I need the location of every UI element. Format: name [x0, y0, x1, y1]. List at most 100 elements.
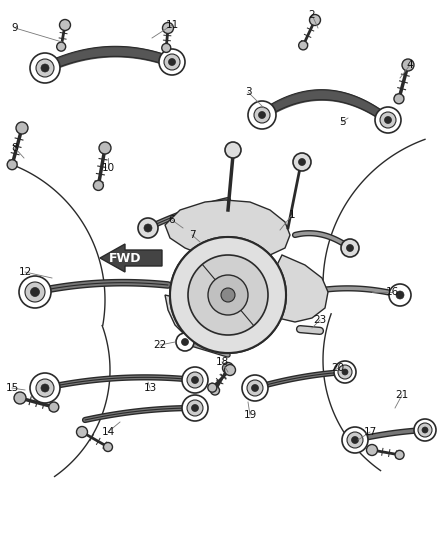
Circle shape	[389, 284, 411, 306]
Text: 9: 9	[12, 23, 18, 33]
Circle shape	[352, 437, 358, 443]
Text: 10: 10	[102, 163, 115, 173]
Circle shape	[30, 373, 60, 403]
Circle shape	[188, 255, 268, 335]
Text: 4: 4	[407, 60, 413, 70]
Circle shape	[170, 237, 286, 353]
Circle shape	[341, 239, 359, 257]
Circle shape	[14, 392, 26, 404]
Circle shape	[36, 59, 54, 77]
Circle shape	[30, 53, 60, 83]
Text: 2: 2	[309, 10, 315, 20]
Circle shape	[93, 181, 103, 190]
Text: 12: 12	[18, 267, 32, 277]
Circle shape	[385, 117, 392, 124]
Circle shape	[19, 276, 51, 308]
Circle shape	[247, 380, 263, 396]
Circle shape	[41, 64, 49, 72]
Text: 13: 13	[143, 383, 157, 393]
Text: 21: 21	[396, 390, 409, 400]
Circle shape	[248, 101, 276, 129]
Circle shape	[31, 287, 39, 296]
Circle shape	[182, 367, 208, 393]
Circle shape	[182, 395, 208, 421]
Circle shape	[220, 287, 236, 303]
Circle shape	[422, 427, 428, 433]
Circle shape	[394, 94, 404, 104]
Circle shape	[103, 442, 113, 451]
Circle shape	[225, 142, 241, 158]
Circle shape	[138, 218, 158, 238]
Text: 11: 11	[166, 20, 179, 30]
Circle shape	[258, 111, 265, 118]
Circle shape	[225, 365, 236, 376]
Circle shape	[25, 282, 45, 302]
Text: 3: 3	[245, 87, 251, 97]
Circle shape	[414, 419, 436, 441]
Text: 22: 22	[153, 340, 166, 350]
Circle shape	[169, 59, 176, 66]
Text: 15: 15	[5, 383, 19, 393]
Circle shape	[144, 224, 152, 232]
Circle shape	[380, 112, 396, 128]
Circle shape	[159, 49, 185, 75]
Circle shape	[342, 369, 348, 375]
Text: 7: 7	[189, 230, 195, 240]
Circle shape	[402, 59, 414, 71]
Circle shape	[221, 288, 235, 302]
Polygon shape	[165, 200, 290, 258]
FancyArrow shape	[100, 244, 162, 272]
Circle shape	[49, 402, 59, 412]
Circle shape	[191, 405, 198, 411]
Circle shape	[187, 400, 203, 416]
Circle shape	[170, 237, 286, 353]
Circle shape	[16, 122, 28, 134]
Circle shape	[310, 14, 321, 26]
Circle shape	[206, 273, 250, 317]
Circle shape	[242, 375, 268, 401]
Circle shape	[211, 386, 219, 395]
Text: 19: 19	[244, 410, 257, 420]
Circle shape	[187, 372, 203, 388]
Text: 18: 18	[215, 357, 229, 367]
Circle shape	[36, 379, 54, 397]
Circle shape	[41, 384, 49, 392]
Circle shape	[346, 245, 353, 252]
Circle shape	[251, 384, 258, 392]
Polygon shape	[266, 255, 328, 322]
Circle shape	[334, 361, 356, 383]
Circle shape	[367, 445, 378, 456]
Circle shape	[342, 427, 368, 453]
Text: 1: 1	[289, 210, 295, 220]
Circle shape	[347, 432, 363, 448]
Text: 17: 17	[364, 427, 377, 437]
Circle shape	[338, 365, 352, 379]
Circle shape	[396, 291, 404, 299]
Text: 14: 14	[101, 427, 115, 437]
Circle shape	[418, 423, 432, 437]
Text: 6: 6	[169, 215, 175, 225]
Text: 5: 5	[339, 117, 345, 127]
Circle shape	[208, 275, 248, 315]
Circle shape	[186, 253, 270, 337]
Circle shape	[7, 160, 17, 169]
Circle shape	[191, 376, 198, 384]
Circle shape	[77, 426, 88, 438]
Circle shape	[162, 43, 171, 52]
Circle shape	[293, 153, 311, 171]
Text: 16: 16	[385, 287, 399, 297]
Circle shape	[164, 54, 180, 70]
Circle shape	[223, 362, 233, 374]
Circle shape	[162, 22, 173, 34]
Circle shape	[208, 383, 217, 392]
Text: 23: 23	[313, 315, 327, 325]
Circle shape	[176, 333, 194, 351]
Circle shape	[60, 20, 71, 30]
Circle shape	[395, 450, 404, 459]
Text: 8: 8	[12, 143, 18, 153]
Circle shape	[57, 42, 66, 51]
Circle shape	[299, 41, 307, 50]
Text: FWD: FWD	[109, 252, 141, 264]
Circle shape	[375, 107, 401, 133]
Circle shape	[99, 142, 111, 154]
